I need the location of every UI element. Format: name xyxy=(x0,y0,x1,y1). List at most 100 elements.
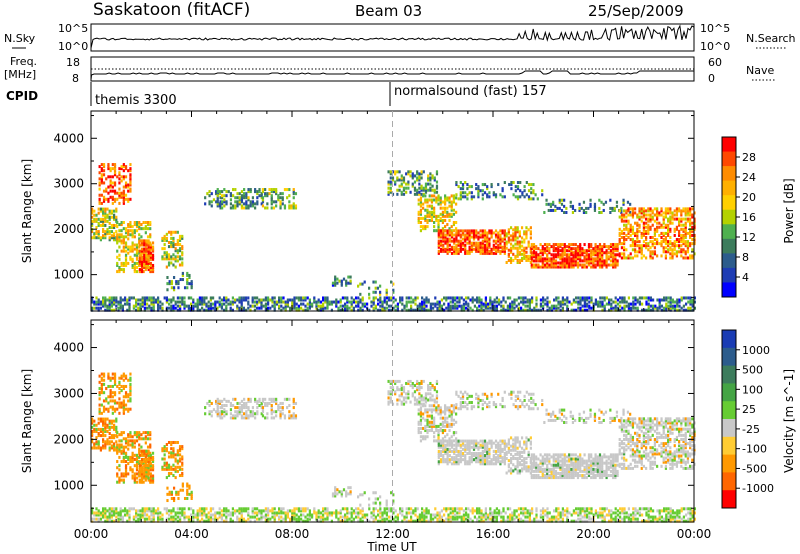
power-cell xyxy=(499,249,502,253)
power-cell xyxy=(629,244,632,248)
power-cell xyxy=(477,235,480,239)
power-cell xyxy=(594,243,597,247)
power-cell xyxy=(91,211,94,215)
power-cell xyxy=(582,211,586,214)
power-cell xyxy=(374,286,377,290)
velocity-cell xyxy=(261,399,265,403)
power-cell xyxy=(152,302,155,306)
power-cell xyxy=(275,192,278,196)
power-cell xyxy=(174,259,177,263)
velocity-cell xyxy=(129,435,132,439)
power-cell xyxy=(477,191,480,195)
power-cell xyxy=(509,234,513,238)
power-cell xyxy=(149,249,152,253)
power-cell xyxy=(179,278,182,282)
power-cell xyxy=(216,196,219,200)
power-cell xyxy=(122,237,125,241)
velocity-cell xyxy=(359,493,362,497)
power-cell xyxy=(612,265,615,269)
power-cell xyxy=(146,227,150,231)
cpid-panel: CPID themis 3300 normalsound (fast) 157 xyxy=(6,82,547,108)
power-cell xyxy=(647,248,650,252)
power-cell xyxy=(450,247,454,251)
power-cell xyxy=(501,189,504,193)
power-cell xyxy=(691,238,694,242)
power-cell xyxy=(642,211,646,215)
power-cell xyxy=(377,302,380,306)
power-cell xyxy=(693,238,696,242)
power-cell xyxy=(599,300,602,304)
power-cell xyxy=(413,186,417,190)
power-cell xyxy=(546,300,549,304)
power-cell xyxy=(667,217,670,221)
velocity-cell xyxy=(172,440,175,444)
velocity-cell xyxy=(129,407,132,411)
power-cell xyxy=(143,308,146,312)
power-cell xyxy=(649,236,652,239)
power-cell xyxy=(510,181,513,184)
velocity-cell xyxy=(444,404,447,408)
power-cell xyxy=(476,308,479,312)
power-cell xyxy=(495,296,498,300)
power-cell xyxy=(662,231,665,235)
velocity-cell xyxy=(247,399,250,403)
power-cell xyxy=(689,233,692,237)
power-cell xyxy=(614,253,617,257)
power-cell xyxy=(620,229,624,233)
power-cell xyxy=(341,304,344,308)
velocity-cell xyxy=(102,446,105,450)
power-cell xyxy=(355,296,358,300)
power-cell xyxy=(671,242,674,246)
velocity-cell xyxy=(147,453,150,457)
power-cell xyxy=(612,251,615,255)
power-cell xyxy=(488,237,491,241)
power-cell xyxy=(381,308,384,312)
velocity-cell xyxy=(264,397,267,401)
velocity-cell xyxy=(426,435,429,439)
power-cell xyxy=(251,202,255,206)
power-cell xyxy=(669,209,672,213)
power-cell xyxy=(527,256,530,260)
velocity-cell xyxy=(428,420,431,424)
power-cell xyxy=(518,246,521,250)
power-cell xyxy=(461,237,465,241)
velocity-cell xyxy=(419,418,423,422)
power-cell xyxy=(439,206,442,210)
power-cell xyxy=(104,300,107,304)
velocity-cell xyxy=(113,382,117,386)
velocity-cell xyxy=(444,406,447,410)
velocity-cell xyxy=(254,397,257,401)
power-cell xyxy=(691,229,694,233)
power-cell xyxy=(345,281,348,285)
power-cell xyxy=(98,181,101,185)
velocity-cell xyxy=(105,407,108,411)
velocity-cell xyxy=(142,480,145,484)
power-cell xyxy=(138,225,141,229)
velocity-cell xyxy=(133,457,136,461)
power-cell xyxy=(264,192,267,196)
velocity-cell xyxy=(385,501,388,505)
velocity-cell xyxy=(223,404,226,408)
power-cell xyxy=(122,249,125,253)
power-cell xyxy=(559,308,562,312)
velocity-cell xyxy=(104,429,107,433)
power-cell xyxy=(383,300,386,304)
power-cell xyxy=(689,296,692,300)
power-cell xyxy=(126,298,129,302)
velocity-cell xyxy=(439,458,443,462)
power-cell xyxy=(614,265,617,269)
power-cell xyxy=(518,230,521,234)
velocity-cell xyxy=(111,376,114,380)
power-cell xyxy=(667,209,670,213)
power-cell xyxy=(394,182,397,186)
velocity-cell xyxy=(124,384,128,388)
power-cell xyxy=(359,300,362,304)
power-cell xyxy=(691,215,694,219)
power-cell xyxy=(501,245,504,249)
velocity-cell xyxy=(172,451,175,455)
power-cell xyxy=(532,263,536,267)
velocity-cell xyxy=(129,468,132,472)
power-cell xyxy=(349,279,352,283)
power-cell xyxy=(623,298,626,302)
power-cell xyxy=(104,308,107,312)
